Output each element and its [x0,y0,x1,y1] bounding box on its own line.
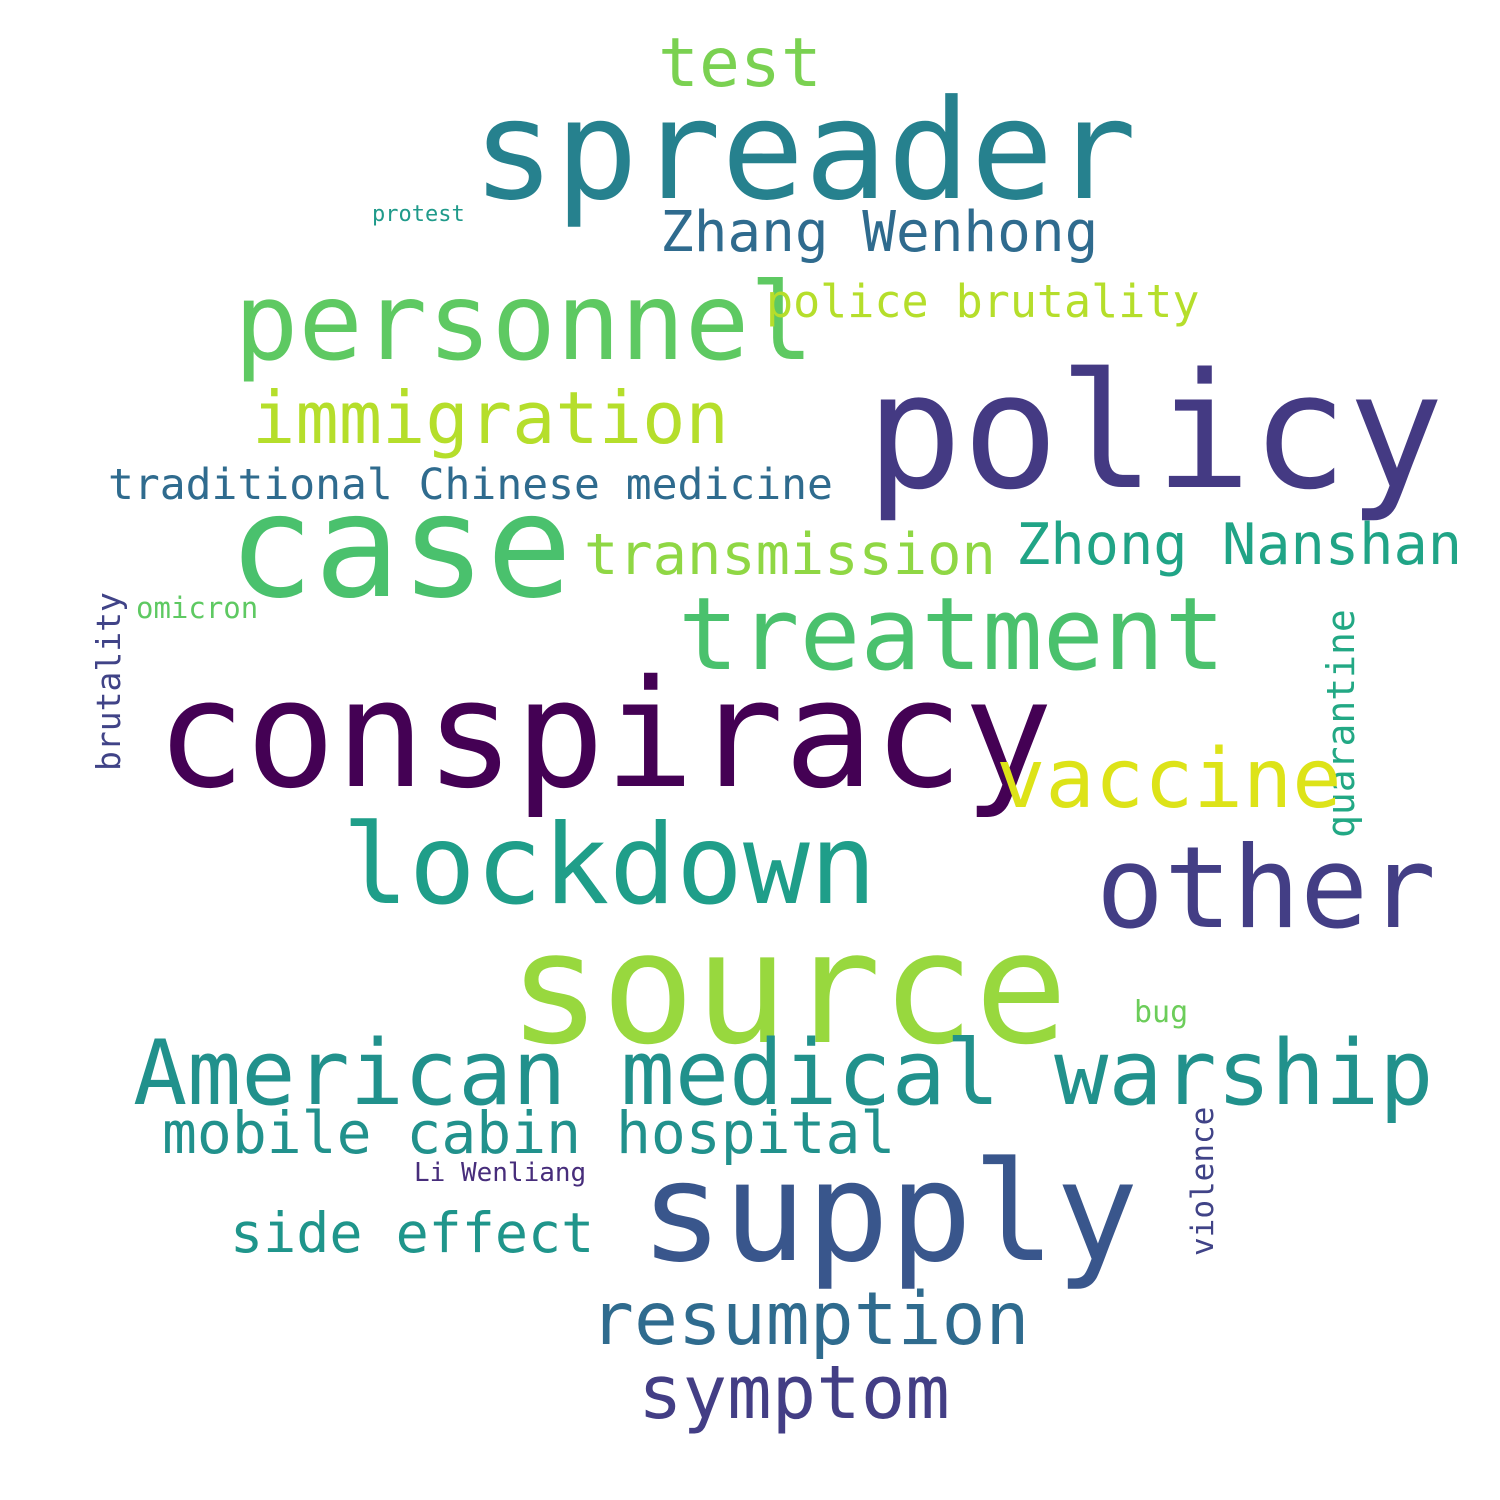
word-resumption: resumption [590,1277,1030,1362]
word-lockdown: lockdown [342,801,877,930]
word-omicron: omicron [136,591,259,625]
word-immigration: immigration [252,376,729,460]
word-side-effect: side effect [230,1201,595,1265]
word-zhang-wenhong: Zhang Wenhong [660,200,1099,265]
word-bug: bug [1134,995,1189,1030]
word-source: source [508,898,1068,1079]
word-zhong-nanshan: Zhong Nanshan [1016,512,1463,578]
word-conspiracy: conspiracy [156,649,1054,822]
word-mobile-cabin-hospital: mobile cabin hospital [162,1099,896,1167]
word-vaccine: vaccine [996,732,1342,827]
word-violence: violence [1185,1106,1221,1256]
word-transmission: transmission [584,522,996,588]
word-police-brutality: police brutality [766,275,1200,328]
word-protest: protest [372,202,465,227]
word-case: case [228,463,573,630]
word-treatment: treatment [678,575,1226,693]
word-li-wenliang: Li Wenliang [414,1158,587,1188]
word-test: test [658,24,822,103]
word-supply: supply [640,1132,1139,1293]
word-policy: policy [866,338,1444,525]
word-traditional-chinese-medicine: traditional Chinese medicine [108,460,833,510]
word-spreader: spreader [472,70,1137,231]
word-personnel: personnel [234,261,814,385]
word-brutality: brutality [89,592,128,771]
word-american-medical-warship: American medical warship [133,1021,1434,1126]
word-other: other [1096,822,1437,954]
word-symptom: symptom [638,1350,950,1436]
